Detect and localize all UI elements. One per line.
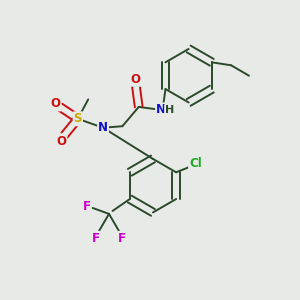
Text: Cl: Cl (189, 157, 202, 170)
Text: N: N (156, 103, 166, 116)
Text: N: N (98, 121, 108, 134)
Text: O: O (131, 73, 141, 86)
Text: H: H (165, 105, 174, 115)
Text: F: F (83, 200, 91, 213)
Text: F: F (118, 232, 126, 245)
Text: O: O (56, 135, 66, 148)
Text: S: S (74, 112, 82, 125)
Text: F: F (92, 232, 100, 245)
Text: O: O (50, 98, 61, 110)
